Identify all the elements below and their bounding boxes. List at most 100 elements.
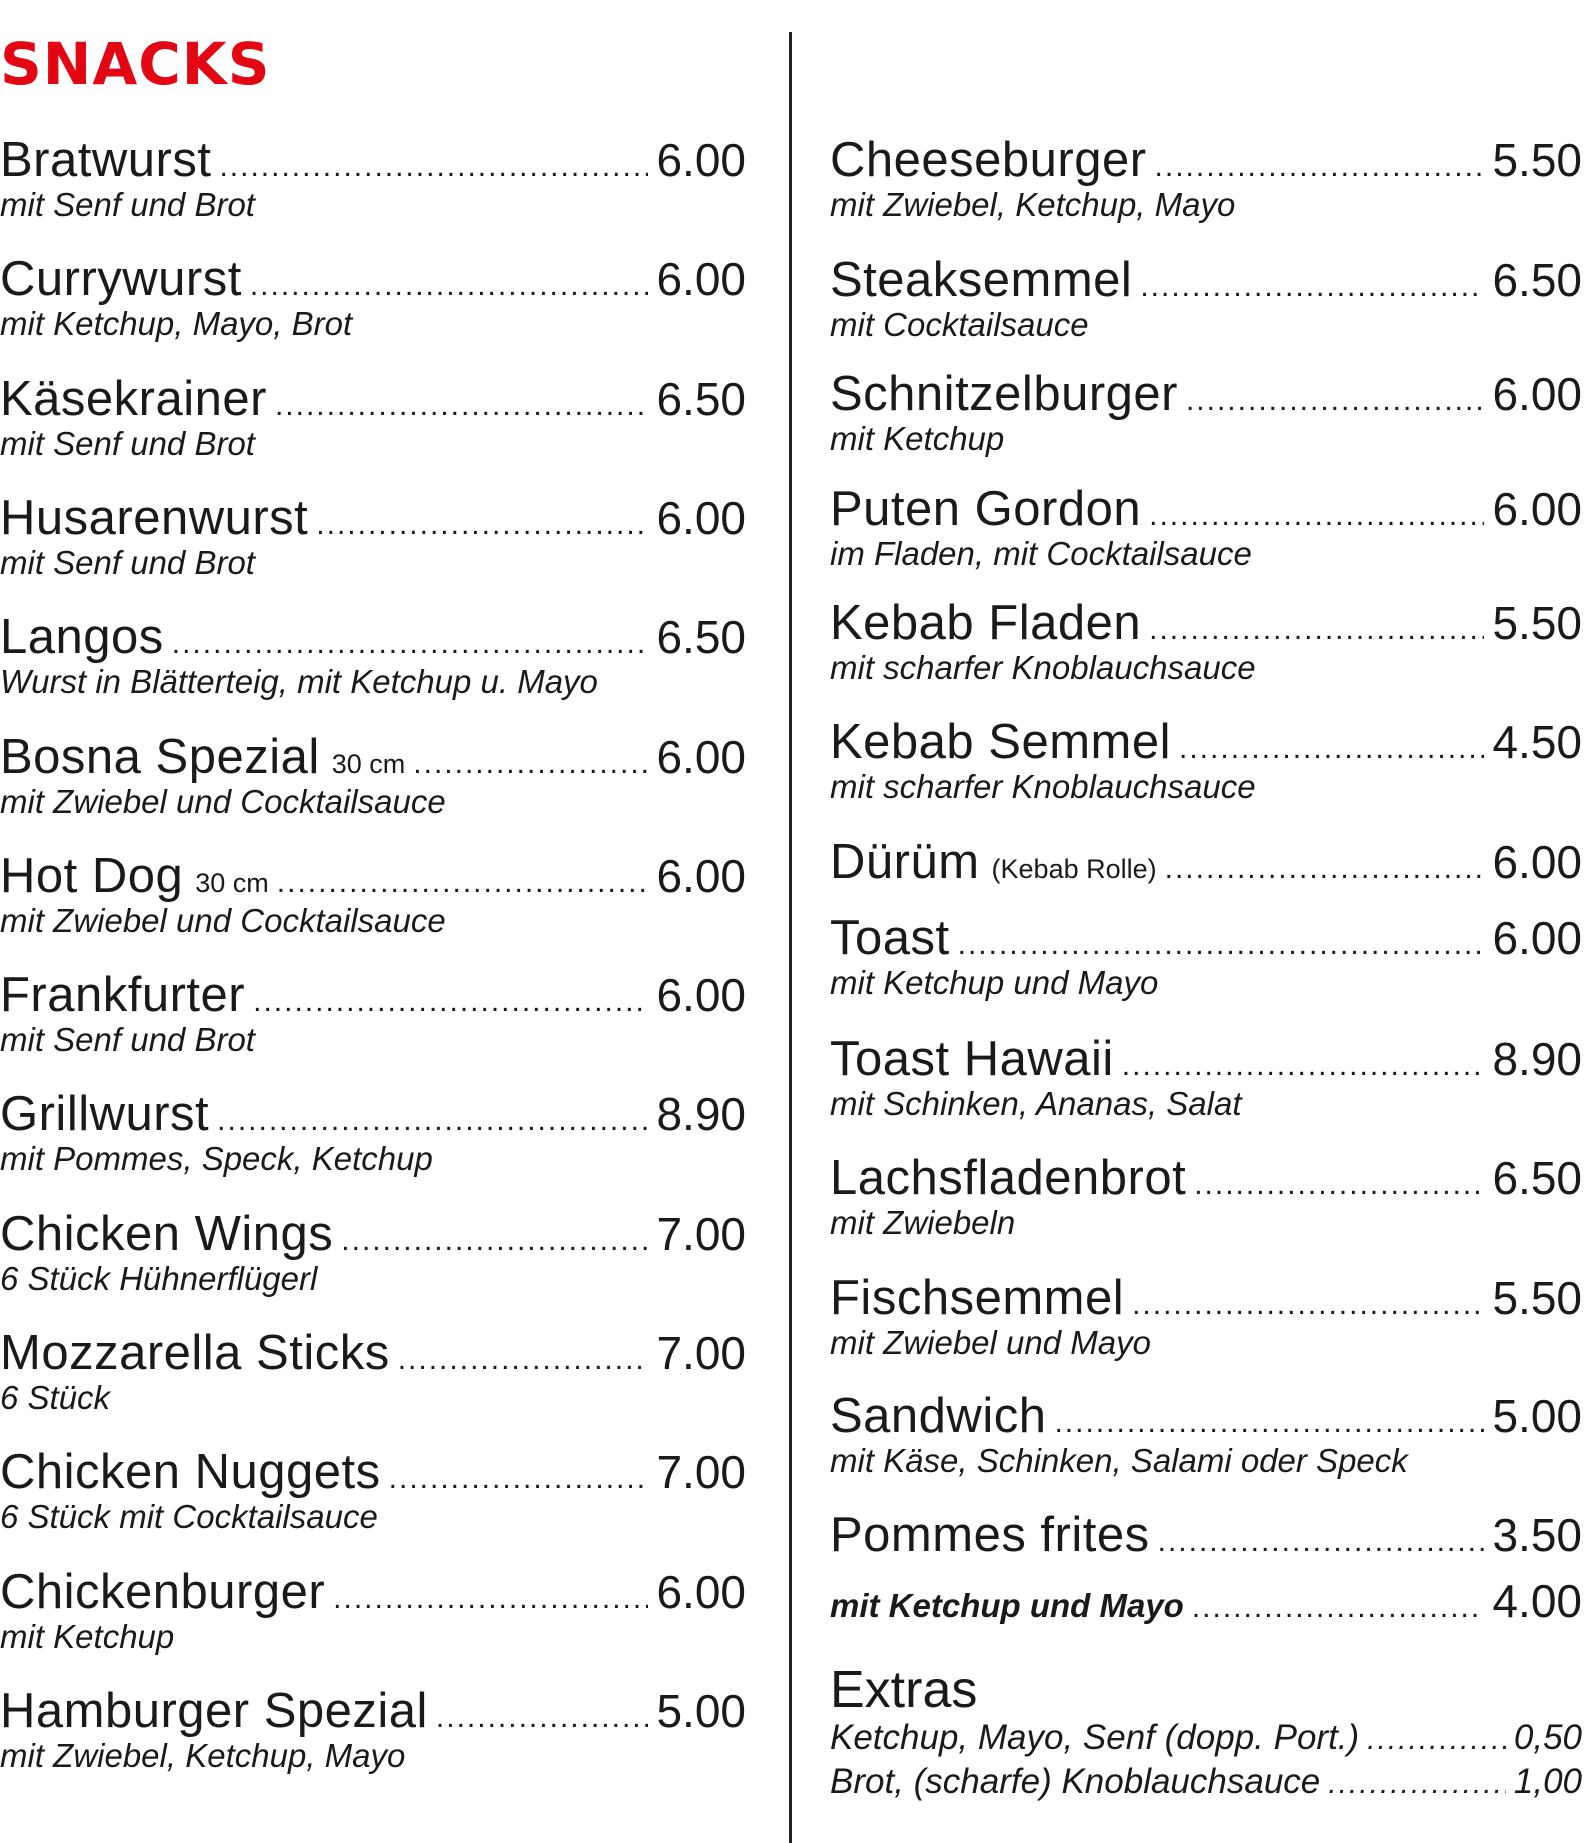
item-name: Kebab Semmel	[830, 715, 1172, 769]
dot-leader: ........................................…	[1149, 613, 1484, 646]
item-price: 5.50	[1492, 134, 1582, 186]
extra-price: 1,00	[1513, 1762, 1582, 1801]
dot-leader: ........................................…	[274, 388, 649, 422]
item-name: Bratwurst	[0, 133, 212, 187]
item-price: 6.50	[1492, 1152, 1582, 1204]
item-price: 6.00	[656, 134, 746, 186]
item-price: 5.50	[1492, 597, 1582, 649]
item-description: mit Senf und Brot	[0, 543, 255, 581]
item-name: Kebab Fladen	[830, 596, 1142, 650]
menu-item: Husarenwurst............................…	[0, 490, 746, 582]
item-description: mit scharfer Knoblauchsauce	[830, 768, 1256, 805]
menu-item: Cheeseburger............................…	[830, 132, 1582, 224]
dot-leader: ........................................…	[276, 865, 649, 899]
dot-leader: ........................................…	[217, 1104, 648, 1138]
item-description: mit scharfer Knoblauchsauce	[830, 649, 1256, 686]
dot-leader: ........................................…	[1054, 1406, 1484, 1439]
item-description: mit Schinken, Ananas, Salat	[830, 1085, 1242, 1122]
item-description: mit Zwiebel und Mayo	[830, 1324, 1151, 1361]
item-name: Lachsfladenbrot	[830, 1151, 1187, 1205]
item-name: Hamburger Spezial	[0, 1683, 428, 1738]
item-name: Hot Dog	[0, 848, 184, 903]
dot-leader: ........................................…	[219, 150, 648, 183]
item-name: Steaksemmel	[830, 253, 1133, 307]
item-price: 6.00	[656, 969, 746, 1022]
dot-leader: ........................................…	[171, 627, 649, 661]
item-name: Frankfurter	[0, 968, 246, 1023]
extra-item: Brot, (scharfe) Knoblauchsauce..........…	[830, 1762, 1582, 1802]
column-divider	[789, 32, 792, 1843]
item-size: 30 cm	[195, 867, 269, 898]
menu-item: Puten Gordon............................…	[830, 481, 1582, 573]
menu-item: Langos..................................…	[0, 609, 746, 701]
item-price: 5.00	[1492, 1390, 1582, 1442]
dot-leader: ........................................…	[1140, 270, 1484, 303]
item-price: 6.50	[1492, 254, 1582, 306]
item-description: Wurst in Blätterteig, mit Ketchup u. May…	[0, 663, 598, 701]
dot-leader: ........................................…	[1179, 732, 1485, 765]
item-price: 6.00	[656, 1565, 746, 1618]
item-description: mit Zwiebel und Cocktailsauce	[0, 901, 446, 939]
item-price: 6.00	[1492, 912, 1582, 964]
item-description: mit Zwiebel und Cocktailsauce	[0, 782, 446, 820]
item-name: Bosna Spezial	[0, 729, 320, 784]
item-description: im Fladen, mit Cocktailsauce	[830, 535, 1252, 572]
dot-leader: ........................................…	[1157, 1525, 1485, 1558]
extra-label: Brot, (scharfe) Knoblauchsauce	[830, 1762, 1321, 1801]
item-description: mit Senf und Brot	[0, 186, 255, 223]
item-name: Käsekrainer	[0, 371, 267, 426]
item-size: (Kebab Rolle)	[991, 854, 1157, 884]
item-price: 8.90	[656, 1088, 746, 1141]
menu-item: Sandwich................................…	[830, 1388, 1582, 1480]
menu-item: Mozzarella Sticks.......................…	[0, 1325, 746, 1417]
dot-leader: ........................................…	[957, 928, 1485, 961]
item-price: 6.00	[1492, 836, 1582, 888]
item-description: 6 Stück mit Cocktailsauce	[0, 1498, 378, 1536]
item-name: Grillwurst	[0, 1087, 210, 1142]
item-description: mit Cocktailsauce	[830, 306, 1089, 343]
item-price: 6.00	[1492, 368, 1582, 420]
dot-leader: ........................................…	[1149, 499, 1484, 532]
item-price: 6.50	[656, 372, 746, 425]
item-name: Mozzarella Sticks	[0, 1326, 390, 1380]
menu-title: SNACKS	[0, 30, 271, 98]
menu-item: Dürüm (Kebab Rolle)......................…	[830, 834, 1582, 890]
item-price: 4.50	[1492, 716, 1582, 768]
item-price: 7.00	[656, 1207, 746, 1260]
item-name: Cheeseburger	[830, 133, 1147, 187]
item-name: Schnitzelburger	[830, 367, 1178, 421]
item-description: mit Senf und Brot	[0, 424, 255, 462]
item-description: mit Ketchup und Mayo	[830, 964, 1159, 1001]
dot-leader: ........................................…	[435, 1700, 649, 1734]
item-description: mit Zwiebel, Ketchup, Mayo	[0, 1736, 406, 1774]
item-description: mit Senf und Brot	[0, 1021, 255, 1059]
dot-leader: ........................................…	[1367, 1723, 1506, 1756]
pommes-option-label: mit Ketchup und Mayo	[830, 1587, 1184, 1624]
item-price: 7.00	[656, 1327, 746, 1379]
extras-title: Extras	[830, 1661, 978, 1719]
item-name: Puten Gordon	[830, 482, 1142, 536]
item-name: Langos	[0, 610, 164, 665]
dot-leader: ........................................…	[316, 507, 648, 541]
dot-leader: ........................................…	[1194, 1168, 1485, 1201]
dot-leader: ........................................…	[388, 1462, 649, 1496]
item-name: Pommes frites	[830, 1508, 1150, 1562]
dot-leader: ........................................…	[249, 269, 649, 303]
item-description: 6 Stück	[0, 1379, 111, 1416]
item-price: 6.00	[1492, 483, 1582, 535]
item-name: Chickenburger	[0, 1564, 326, 1619]
item-description: mit Zwiebeln	[830, 1204, 1016, 1241]
item-size: 30 cm	[331, 748, 406, 779]
pommes-option: mit Ketchup und Mayo ...................…	[830, 1574, 1582, 1628]
dot-leader: ........................................…	[1185, 384, 1485, 417]
menu-item: Kebab Fladen............................…	[830, 595, 1582, 687]
menu-item: Käsekrainer.............................…	[0, 371, 746, 463]
menu-item: Chickenburger...........................…	[0, 1564, 746, 1656]
item-description: 6 Stück Hühnerflügerl	[0, 1259, 318, 1297]
extra-label: Ketchup, Mayo, Senf (dopp. Port.)	[830, 1718, 1360, 1757]
item-name: Chicken Wings	[0, 1206, 334, 1261]
menu-item: Hot Dog 30 cm............................…	[0, 848, 746, 940]
menu-item: Hamburger Spezial.......................…	[0, 1683, 746, 1775]
item-description: mit Ketchup, Mayo, Brot	[0, 305, 353, 343]
item-price: 6.00	[656, 253, 746, 306]
